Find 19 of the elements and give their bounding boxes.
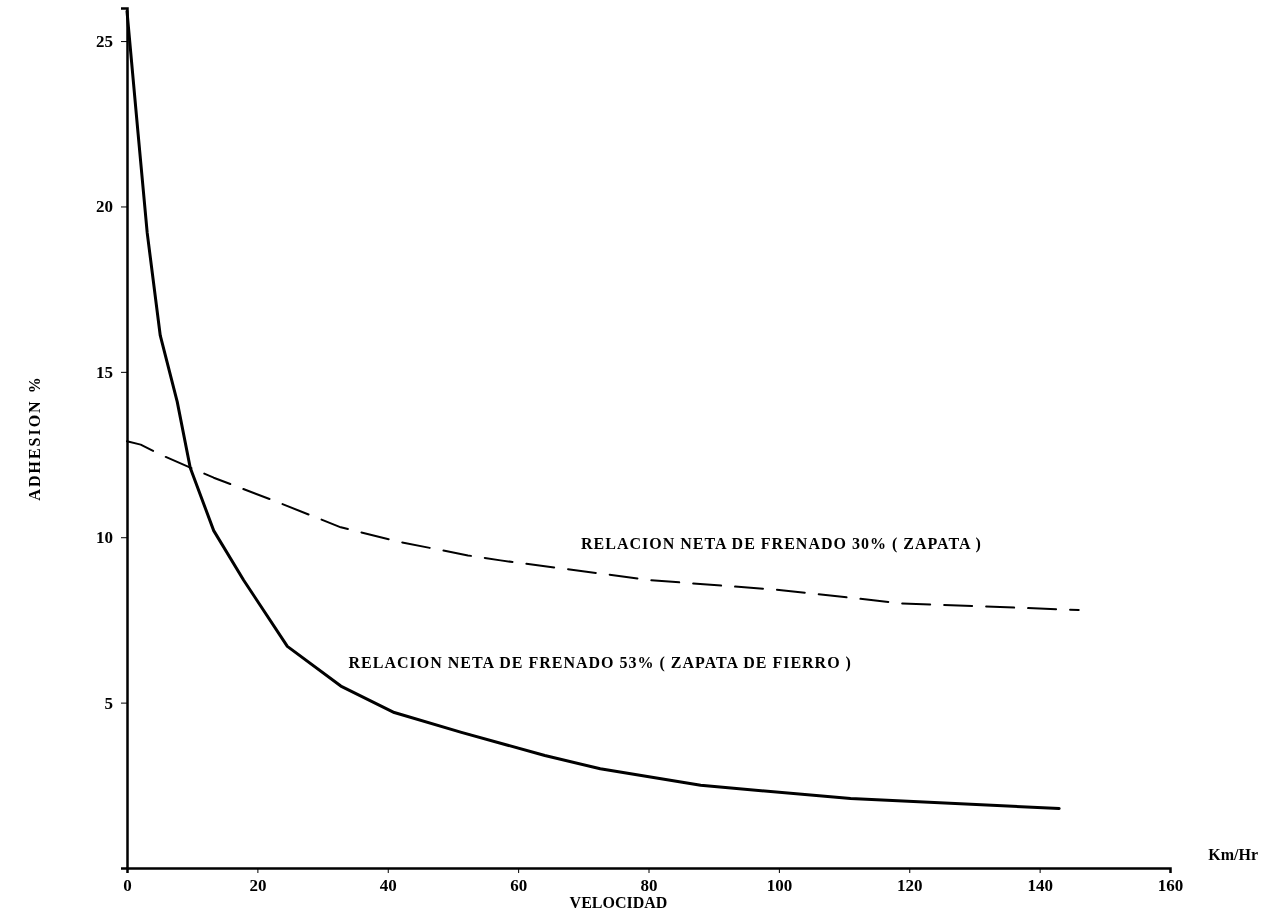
y-tick-label: 10 (96, 528, 113, 548)
y-tick-label: 5 (104, 693, 113, 713)
text: Km/Hr (1208, 846, 1258, 863)
x-tick-label: 120 (897, 876, 923, 896)
x-tick-label: 100 (766, 876, 793, 896)
x-tick-label: 80 (640, 876, 658, 896)
x-tick-label: 160 (1157, 876, 1184, 896)
x-axis-title: VELOCIDAD (569, 894, 668, 911)
x-tick-label: 20 (249, 876, 267, 896)
x-tick-label: 40 (379, 876, 397, 896)
y-axis-title: ADHESION % (26, 375, 43, 501)
series-label: RELACION NETA DE FRENADO 30% ( ZAPATA ) (581, 534, 982, 553)
y-tick-label: 20 (96, 197, 113, 217)
x-tick-label: 0 (123, 876, 132, 896)
x-tick-label: 60 (510, 876, 528, 896)
x-tick-label: 140 (1027, 876, 1053, 896)
y-tick-label: 15 (96, 362, 113, 382)
series-label: RELACION NETA DE FRENADO 53% ( ZAPATA DE FIERRO ) (348, 653, 852, 672)
y-tick-label: 25 (96, 32, 113, 52)
